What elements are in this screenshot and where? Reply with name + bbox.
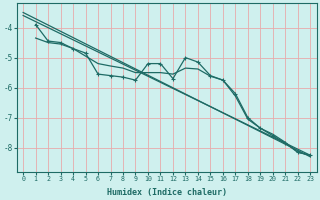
- X-axis label: Humidex (Indice chaleur): Humidex (Indice chaleur): [107, 188, 227, 197]
